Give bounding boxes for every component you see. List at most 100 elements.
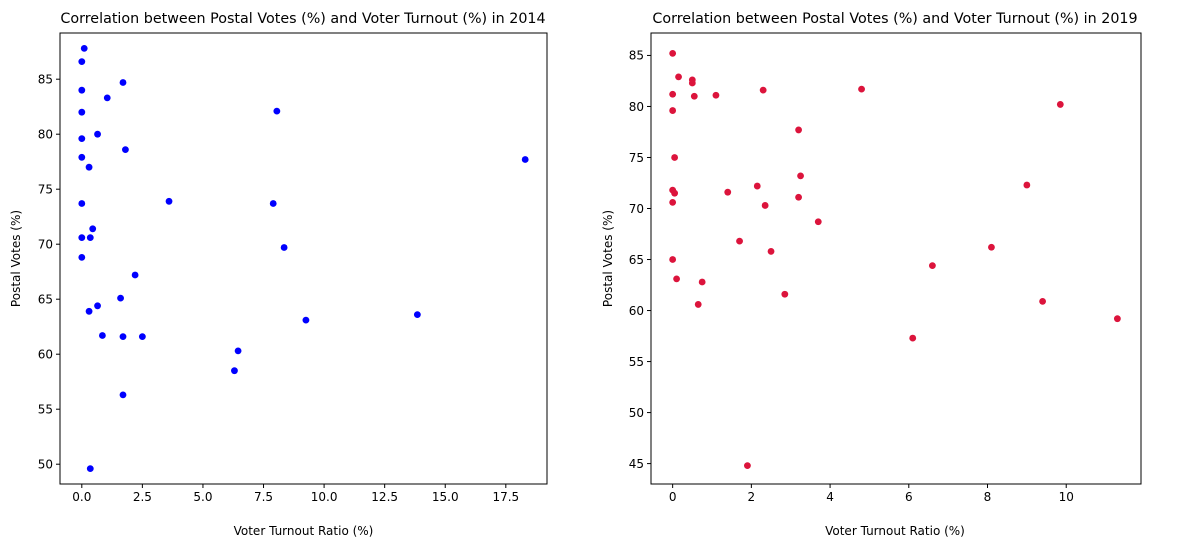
chart-2014-data-point xyxy=(78,254,86,261)
chart-2019-data-point xyxy=(929,262,936,270)
chart-2014-data-point xyxy=(78,234,86,242)
chart-2014-x-tick-label: 5.0 xyxy=(193,490,212,504)
chart-2019-data-point xyxy=(744,462,751,470)
chart-2014-y-tick-label: 60 xyxy=(38,348,53,362)
chart-2014-y-tick-label: 55 xyxy=(38,403,53,417)
chart-2014-x-tick-label: 10.0 xyxy=(311,490,338,504)
chart-2014-x-tick-label: 0.0 xyxy=(72,490,91,504)
chart-2014-y-ticks: 50 55 60 65 70 75 80 85 xyxy=(38,73,60,472)
chart-2014-data-point xyxy=(89,225,97,233)
chart-2014-data-point xyxy=(413,311,421,318)
chart-2014-data-point xyxy=(269,200,277,207)
chart-2014-y-tick-label: 85 xyxy=(38,73,53,87)
chart-2014-data-point xyxy=(231,367,238,375)
chart-2014-data-point xyxy=(78,200,86,207)
chart-2019-data-point xyxy=(690,92,698,100)
chart-2019-y-tick-label: 85 xyxy=(629,49,644,63)
chart-2014-data-point xyxy=(234,347,242,355)
chart-2014-y-tick-label: 70 xyxy=(38,238,53,252)
chart-2014-data-point xyxy=(302,316,310,324)
chart-2019-y-tick-label: 45 xyxy=(629,457,644,471)
chart-2019-x-tick-label: 2 xyxy=(748,490,756,504)
chart-2014-data-point xyxy=(273,107,281,115)
chart-2019-data-point xyxy=(795,193,802,201)
chart-2014-data-point xyxy=(119,333,127,340)
chart-2019-x-tick-label: 6 xyxy=(905,490,913,504)
chart-2014-x-tick-label: 17.5 xyxy=(492,490,519,504)
chart-2014-x-tick-label: 2.5 xyxy=(133,490,152,504)
chart-2019-x-ticks: 0 2 4 6 8 10 xyxy=(669,484,1074,504)
chart-2019-data-point xyxy=(669,256,677,263)
chart-2014-y-tick-label: 65 xyxy=(38,293,53,307)
chart-2019-data-point xyxy=(724,188,732,196)
chart-2014-y-tick-label: 75 xyxy=(38,183,53,197)
chart-2014-x-ticks: 0.0 2.5 5.0 7.5 10.0 12.5 15.0 17.5 xyxy=(72,484,519,504)
chart-2019-y-tick-label: 55 xyxy=(629,355,644,369)
chart-2014-data-point xyxy=(122,146,129,154)
chart-2019-data-point xyxy=(797,172,804,180)
chart-2014-x-axis-label: Voter Turnout Ratio (%) xyxy=(234,524,374,538)
chart-2019-x-axis-label: Voter Turnout Ratio (%) xyxy=(825,524,965,538)
chart-2014-data-point xyxy=(165,197,173,205)
chart-2019-data-point xyxy=(694,301,702,308)
chart-2019-x-tick-label: 4 xyxy=(826,490,834,504)
chart-2019-y-tick-label: 75 xyxy=(629,151,644,165)
chart-2014-data-point xyxy=(138,333,146,340)
chart-2019-data-point xyxy=(669,50,677,57)
chart-2019-data-point xyxy=(1056,101,1064,108)
chart-2014-data-point xyxy=(119,391,127,399)
chart-2014-title: Correlation between Postal Votes (%) and… xyxy=(60,11,545,27)
chart-2019-data-point xyxy=(736,237,743,245)
chart-2014-plot-frame xyxy=(59,32,548,485)
chart-2019-y-tick-label: 65 xyxy=(629,253,644,267)
chart-2014-data-point xyxy=(78,58,86,65)
chart-2019-plot-frame xyxy=(650,32,1142,485)
chart-2019-data-point xyxy=(671,189,679,197)
chart-2019-y-tick-label: 50 xyxy=(629,406,644,420)
chart-2019-data-point xyxy=(909,334,917,342)
chart-2014-x-tick-label: 7.5 xyxy=(254,490,273,504)
chart-2019-x-tick-label: 10 xyxy=(1059,490,1074,504)
chart-2019-data-point xyxy=(712,91,720,99)
chart-2019-x-tick-label: 8 xyxy=(984,490,992,504)
chart-2014-data-point xyxy=(78,135,86,143)
chart-2019-data-point xyxy=(858,85,865,93)
chart-2014-y-tick-label: 50 xyxy=(38,458,53,472)
chart-2014-data-point xyxy=(78,108,86,116)
chart-2019-data-point xyxy=(673,275,680,283)
chart-2019-data-point xyxy=(781,290,789,298)
chart-2014-data-point xyxy=(85,163,93,171)
chart-2014-data-point xyxy=(103,94,111,102)
chart-2019-points xyxy=(669,50,1121,470)
chart-2014-data-point xyxy=(99,332,106,339)
chart-2019-data-point xyxy=(1023,181,1031,189)
chart-2019-y-tick-label: 80 xyxy=(629,100,644,114)
chart-2019-y-ticks: 45 50 55 60 65 70 75 80 85 xyxy=(629,49,651,471)
chart-2019-data-point xyxy=(669,107,677,114)
chart-2019-data-point xyxy=(767,247,775,255)
chart-2019-data-point xyxy=(761,202,769,209)
chart-2019-y-tick-label: 60 xyxy=(629,304,644,318)
chart-2014-points xyxy=(78,45,529,472)
chart-2019-title: Correlation between Postal Votes (%) and… xyxy=(652,11,1137,27)
chart-2014-data-point xyxy=(521,156,529,163)
chart-2014-y-tick-label: 80 xyxy=(38,128,53,142)
chart-2019-data-point xyxy=(698,278,706,286)
chart-2019-data-point xyxy=(753,182,761,190)
chart-2014-x-tick-label: 15.0 xyxy=(432,490,459,504)
chart-2014-y-axis-label: Postal Votes (%) xyxy=(9,210,23,307)
chart-2014: Correlation between Postal Votes (%) and… xyxy=(9,11,548,538)
chart-2019: Correlation between Postal Votes (%) and… xyxy=(601,11,1142,538)
chart-2019-data-point xyxy=(814,218,822,226)
chart-2014-data-point xyxy=(85,307,93,315)
chart-2014-data-point xyxy=(78,153,86,161)
chart-2014-data-point xyxy=(119,79,127,86)
chart-2014-data-point xyxy=(94,130,101,138)
chart-2019-data-point xyxy=(669,198,677,206)
chart-2014-data-point xyxy=(131,271,139,279)
chart-2014-data-point xyxy=(280,244,288,251)
chart-2014-x-tick-label: 12.5 xyxy=(371,490,398,504)
chart-2019-data-point xyxy=(1039,297,1047,305)
